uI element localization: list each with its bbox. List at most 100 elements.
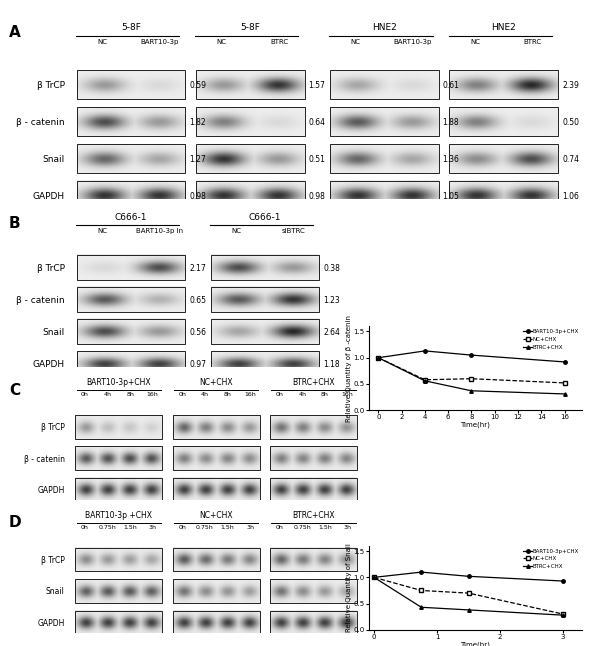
- Text: 0.75h: 0.75h: [196, 525, 214, 530]
- Text: NC: NC: [217, 39, 227, 45]
- Bar: [173, 478, 260, 501]
- BTRC+CHX: [375, 354, 382, 362]
- Bar: [76, 579, 162, 603]
- Bar: [196, 107, 305, 136]
- Text: 0h: 0h: [178, 392, 186, 397]
- Bar: [173, 415, 260, 439]
- Text: 1.82: 1.82: [189, 118, 206, 127]
- BART10-3p+CHX: [370, 574, 377, 581]
- Bar: [270, 610, 357, 634]
- Text: 16h: 16h: [341, 392, 353, 397]
- BART10-3p+CHX: [561, 358, 568, 366]
- Text: GAPDH: GAPDH: [32, 360, 65, 369]
- Text: 2.64: 2.64: [323, 328, 340, 337]
- Bar: [449, 70, 558, 99]
- Line: BTRC+CHX: BTRC+CHX: [373, 576, 565, 617]
- Text: 5-8F: 5-8F: [121, 23, 141, 32]
- Bar: [330, 144, 439, 173]
- Bar: [270, 548, 357, 571]
- NC+CHX: [561, 379, 568, 387]
- Bar: [173, 610, 260, 634]
- Text: β - catenin: β - catenin: [24, 455, 65, 463]
- Text: GAPDH: GAPDH: [32, 192, 65, 201]
- Text: 4h: 4h: [201, 392, 209, 397]
- Line: NC+CHX: NC+CHX: [373, 576, 565, 616]
- Bar: [211, 255, 319, 280]
- Bar: [76, 415, 162, 439]
- NC+CHX: [465, 589, 472, 597]
- Text: 8h: 8h: [224, 392, 232, 397]
- Text: 1.18: 1.18: [323, 360, 340, 369]
- Text: 1.05: 1.05: [443, 192, 460, 201]
- Text: 0h: 0h: [276, 525, 284, 530]
- Text: BTRC: BTRC: [270, 39, 288, 45]
- Text: NC+CHX: NC+CHX: [199, 511, 233, 520]
- Bar: [173, 579, 260, 603]
- Text: 1.06: 1.06: [562, 192, 579, 201]
- Text: 1.23: 1.23: [323, 296, 340, 305]
- Y-axis label: Relative Quantity of β -catenin: Relative Quantity of β -catenin: [346, 315, 352, 422]
- Text: HNE2: HNE2: [491, 23, 516, 32]
- Bar: [330, 181, 439, 210]
- NC+CHX: [468, 375, 475, 382]
- Text: 3h: 3h: [246, 525, 254, 530]
- Bar: [330, 107, 439, 136]
- Bar: [77, 70, 185, 99]
- Text: 2.17: 2.17: [189, 264, 206, 273]
- Bar: [270, 415, 357, 439]
- Y-axis label: Relative Quantity of Snail: Relative Quantity of Snail: [346, 543, 352, 632]
- Line: BTRC+CHX: BTRC+CHX: [377, 356, 566, 395]
- Text: 0h: 0h: [276, 392, 284, 397]
- Bar: [270, 478, 357, 501]
- Text: β - catenin: β - catenin: [16, 296, 65, 305]
- Text: 4h: 4h: [104, 392, 112, 397]
- NC+CHX: [370, 574, 377, 581]
- Text: Snail: Snail: [43, 155, 65, 164]
- Text: 1.5h: 1.5h: [318, 525, 332, 530]
- Text: 0.51: 0.51: [308, 155, 325, 164]
- Text: 0.74: 0.74: [562, 155, 579, 164]
- Text: NC: NC: [97, 228, 107, 234]
- Text: 0h: 0h: [81, 525, 89, 530]
- Bar: [77, 181, 185, 210]
- Bar: [196, 181, 305, 210]
- Bar: [449, 107, 558, 136]
- Text: 0.75h: 0.75h: [293, 525, 311, 530]
- Text: 4h: 4h: [298, 392, 307, 397]
- Text: β - catenin: β - catenin: [16, 118, 65, 127]
- Text: 0.75h: 0.75h: [98, 525, 116, 530]
- Bar: [211, 319, 319, 344]
- Text: GAPDH: GAPDH: [37, 619, 65, 628]
- Bar: [449, 144, 558, 173]
- Bar: [270, 579, 357, 603]
- Text: B: B: [9, 216, 20, 231]
- Text: 0.97: 0.97: [189, 360, 206, 369]
- BTRC+CHX: [559, 611, 566, 619]
- Text: Snail: Snail: [43, 328, 65, 337]
- Text: β TrCP: β TrCP: [41, 423, 65, 432]
- Bar: [196, 70, 305, 99]
- NC+CHX: [421, 376, 428, 384]
- Text: NC: NC: [232, 228, 241, 234]
- Text: 0h: 0h: [81, 392, 89, 397]
- Bar: [449, 181, 558, 210]
- Text: BART10-3p +CHX: BART10-3p +CHX: [85, 511, 152, 520]
- Text: 0.65: 0.65: [189, 296, 206, 305]
- Text: 1.88: 1.88: [443, 118, 459, 127]
- Text: siBTRC: siBTRC: [282, 228, 305, 234]
- Bar: [76, 446, 162, 470]
- BTRC+CHX: [468, 387, 475, 395]
- Text: NC: NC: [97, 39, 107, 45]
- Bar: [330, 70, 439, 99]
- Text: β TrCP: β TrCP: [37, 264, 65, 273]
- Text: 0.50: 0.50: [562, 118, 579, 127]
- Text: 1.5h: 1.5h: [221, 525, 235, 530]
- Text: 1.36: 1.36: [443, 155, 460, 164]
- BART10-3p+CHX: [465, 572, 472, 580]
- Bar: [77, 107, 185, 136]
- Text: NC+CHX: NC+CHX: [199, 379, 233, 388]
- Text: 0h: 0h: [178, 525, 186, 530]
- NC+CHX: [559, 610, 566, 618]
- Text: BTRC+CHX: BTRC+CHX: [292, 379, 335, 388]
- Text: Snail: Snail: [46, 587, 65, 596]
